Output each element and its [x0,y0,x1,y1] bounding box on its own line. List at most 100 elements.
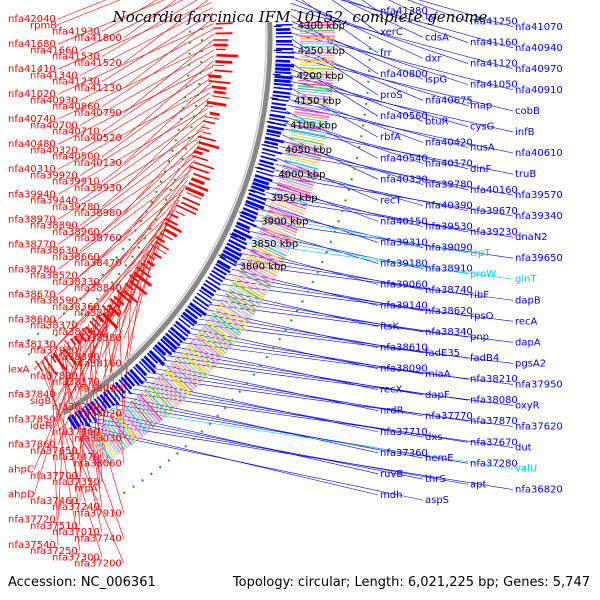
left-gene-label: nfa37540 [8,540,56,551]
right-leader-line [137,384,424,438]
right-gene-label: nfa37710 [380,427,428,438]
right-leader-line [295,0,424,59]
right-leader-line [146,376,514,427]
cog-category-stripe [95,427,117,457]
cog-category-stripe [299,26,335,29]
forward-strand-gene [275,40,292,43]
cog-category-stripe [218,303,248,325]
right-gene-label: cdsA [425,32,449,43]
cog-category-stripe [279,174,314,187]
left-gene-label: sigB [30,396,51,407]
reverse-strand-gene [201,126,210,130]
right-gene-label: nfa41070 [515,22,563,33]
right-leader-line [290,3,469,64]
left-gene-label: nfa40500 [52,152,100,163]
right-leader-line [79,428,424,501]
left-gene-label: nfa38980 [74,208,122,219]
right-leader-line [222,284,514,322]
cog-category-stripe [93,428,115,459]
forward-strand-gene [211,269,226,280]
left-gene-label: nfa38770 [8,239,56,250]
left-leader-line [79,232,163,351]
forward-strand-gene [80,407,92,423]
cog-category-stripe [183,349,211,373]
right-gene-label: nfa37950 [515,379,563,390]
right-gene-label: nfa38620 [425,306,473,317]
forward-strand-gene [274,71,292,75]
cog-category-stripe [251,247,284,265]
left-gene-label: nfa38160 [74,358,122,369]
cog-category-stripe [299,53,335,57]
reverse-strand-gene [107,304,121,317]
right-leader-line [167,355,469,401]
scale-tick [229,233,237,238]
cog-category-stripe [231,283,262,304]
cog-category-stripe [186,345,215,370]
forward-strand-gene [240,210,257,220]
right-leader-line [242,247,379,285]
left-leader-line [101,0,198,57]
left-leader-line [79,0,184,51]
forward-strand-gene [209,273,224,283]
forward-strand-gene [244,203,259,211]
cog-category-stripe [267,211,301,226]
reverse-strand-gene [82,328,92,339]
right-gene-label: recT [380,195,403,206]
cog-category-stripe [295,100,331,106]
scale-tick [218,254,226,260]
reverse-strand-gene [64,339,73,350]
cog-category-stripe [298,79,334,84]
left-gene-label: nfa40740 [8,114,56,125]
cog-category-stripe [112,414,135,444]
right-leader-line [208,304,514,343]
right-leader-line [279,146,469,191]
reverse-strand-gene [204,115,220,120]
left-leader-line [118,293,125,439]
left-leader-line [59,347,103,533]
right-leader-line [418,0,514,28]
right-gene-label: dapF [425,390,450,401]
cog-category-stripe [270,201,305,215]
cog-category-stripe [259,230,292,246]
cog-category-stripe [298,74,334,79]
right-leader-line [190,328,379,369]
forward-strand-gene [99,393,112,409]
right-gene-label: miaA [425,369,451,380]
right-gene-label: nfa40800 [380,69,428,80]
left-gene-label: nfa37850 [8,415,56,426]
cog-category-stripe [144,388,170,416]
right-gene-label: nfa40910 [515,85,563,96]
cog-category-stripe [294,110,330,118]
left-gene-label: rpmB [30,20,57,31]
right-leader-line [284,122,469,170]
right-gene-label: frr [380,48,392,59]
forward-strand-gene [238,217,257,228]
left-gene-label: nfa37350 [52,477,100,488]
cog-category-stripe [84,434,105,465]
right-gene-label: nfa39670 [470,206,518,217]
left-gene-label: nfa37740 [74,534,122,545]
right-leader-line [237,258,469,296]
right-gene-label: nfa41250 [470,17,518,28]
left-gene-label: nfa38890 [30,221,78,232]
left-leader-line [63,344,81,527]
reverse-strand-gene [208,79,231,85]
right-gene-label: mdh [380,490,402,501]
left-gene-label: nfa37250 [30,546,78,557]
forward-strand-gene [270,109,291,115]
right-gene-label: dxs [425,432,442,443]
right-leader-line [280,140,424,185]
forward-strand-gene [275,43,293,46]
forward-strand-gene [187,305,203,318]
right-gene-label: ribF [470,290,489,301]
reverse-strand-gene [208,74,222,79]
reverse-strand-gene [124,282,134,291]
left-gene-label: nfa38170 [52,377,100,388]
cog-category-stripe [261,223,295,239]
left-gene-label: nfa37240 [52,502,100,513]
left-gene-label: ahpC [8,465,34,476]
forward-strand-gene [263,140,279,147]
cog-category-stripe [80,437,100,468]
right-gene-label: nfa41380 [380,6,428,17]
